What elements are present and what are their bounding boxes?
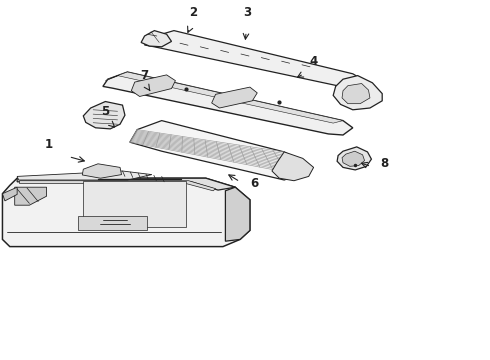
Text: 6: 6	[251, 177, 259, 190]
Polygon shape	[20, 181, 216, 191]
Text: 7: 7	[141, 69, 148, 82]
Polygon shape	[333, 76, 382, 110]
Polygon shape	[225, 187, 250, 241]
Polygon shape	[103, 72, 353, 135]
Polygon shape	[141, 31, 171, 47]
Polygon shape	[2, 187, 17, 201]
Text: 4: 4	[310, 55, 318, 68]
Polygon shape	[105, 72, 343, 123]
Polygon shape	[131, 75, 175, 96]
Text: 5: 5	[101, 105, 109, 118]
Polygon shape	[83, 181, 186, 227]
Polygon shape	[17, 178, 235, 190]
Polygon shape	[342, 84, 370, 104]
Polygon shape	[83, 102, 125, 129]
Polygon shape	[342, 151, 365, 166]
Polygon shape	[212, 87, 257, 108]
Text: 2: 2	[190, 6, 197, 19]
Polygon shape	[17, 171, 152, 180]
Polygon shape	[2, 178, 250, 247]
Text: 1: 1	[45, 138, 53, 150]
Polygon shape	[337, 147, 371, 170]
Polygon shape	[78, 216, 147, 230]
Polygon shape	[82, 164, 122, 178]
Polygon shape	[130, 121, 304, 180]
Polygon shape	[15, 187, 47, 205]
Text: 3: 3	[244, 6, 251, 19]
Polygon shape	[145, 31, 365, 88]
Polygon shape	[272, 152, 314, 181]
Text: 8: 8	[381, 157, 389, 170]
